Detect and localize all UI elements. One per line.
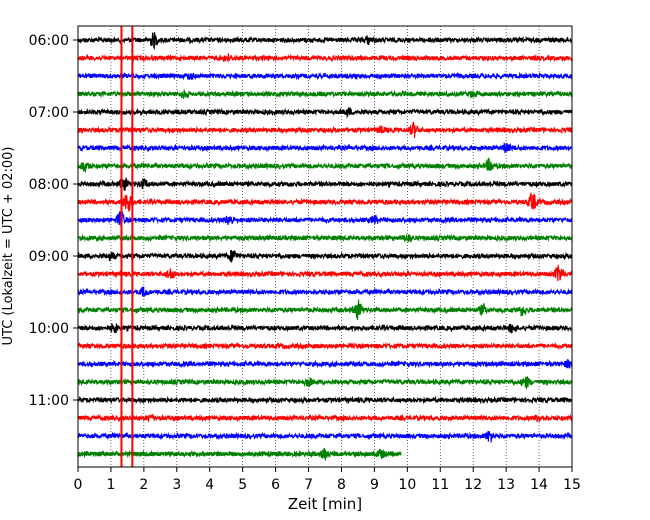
seismogram-trace xyxy=(77,32,573,51)
seismogram-trace xyxy=(77,52,573,64)
x-tick-label: 6 xyxy=(271,477,280,493)
y-axis-ticks: 06:00 07:00 08:00 09:00 10:00 11:00 xyxy=(29,33,78,409)
x-tick-label: 10 xyxy=(398,477,416,493)
x-tick-label: 4 xyxy=(205,477,214,493)
seismogram-trace xyxy=(77,413,573,423)
seismogram-trace xyxy=(77,121,573,139)
y-axis-label: UTC (Lokalzeit = UTC + 02:00) xyxy=(1,147,16,346)
y-tick-label: 08:00 xyxy=(29,177,69,193)
seismogram-trace xyxy=(77,233,573,243)
seismogram-trace xyxy=(77,211,573,229)
seismogram-trace xyxy=(77,177,573,192)
seismogram-trace xyxy=(77,376,573,390)
x-tick-label: 3 xyxy=(172,477,181,493)
x-tick-label: 8 xyxy=(337,477,346,493)
seismogram-trace xyxy=(77,286,573,298)
x-axis-label: Zeit [min] xyxy=(288,495,362,513)
seismogram-traces xyxy=(77,32,573,461)
seismogram-trace xyxy=(77,192,573,212)
y-tick-label: 07:00 xyxy=(29,105,69,121)
x-tick-label: 9 xyxy=(370,477,379,493)
x-tick-label: 12 xyxy=(464,477,482,493)
seismogram-trace xyxy=(77,89,573,99)
y-tick-label: 09:00 xyxy=(29,249,69,265)
y-tick-label: 11:00 xyxy=(29,393,69,409)
seismogram-trace xyxy=(77,249,573,263)
x-tick-label: 11 xyxy=(431,477,449,493)
seismogram-trace xyxy=(77,264,573,282)
y-tick-label: 10:00 xyxy=(29,321,69,337)
seismogram-trace xyxy=(77,431,573,443)
x-tick-label: 14 xyxy=(530,477,548,493)
x-tick-label: 0 xyxy=(74,477,83,493)
seismogram-trace xyxy=(77,395,573,405)
x-tick-label: 13 xyxy=(497,477,515,493)
seismogram-trace xyxy=(77,142,573,154)
seismogram-trace xyxy=(77,323,573,334)
seismogram-trace xyxy=(77,71,573,81)
x-tick-label: 2 xyxy=(139,477,148,493)
y-tick-label: 06:00 xyxy=(29,33,69,49)
seismogram-trace xyxy=(77,341,573,351)
seismogram-trace xyxy=(77,299,573,321)
marker-lines xyxy=(120,26,134,467)
x-tick-label: 5 xyxy=(238,477,247,493)
plot-frame xyxy=(77,25,573,468)
x-tick-label: 7 xyxy=(304,477,313,493)
x-axis-ticks: 0 1 2 3 4 5 6 7 8 9 10 11 12 13 14 15 xyxy=(74,467,581,493)
seismogram-trace xyxy=(77,106,573,119)
x-tick-label: 15 xyxy=(563,477,581,493)
seismogram-trace xyxy=(77,157,573,173)
x-tick-label: 1 xyxy=(106,477,115,493)
seismogram-trace xyxy=(77,358,573,369)
